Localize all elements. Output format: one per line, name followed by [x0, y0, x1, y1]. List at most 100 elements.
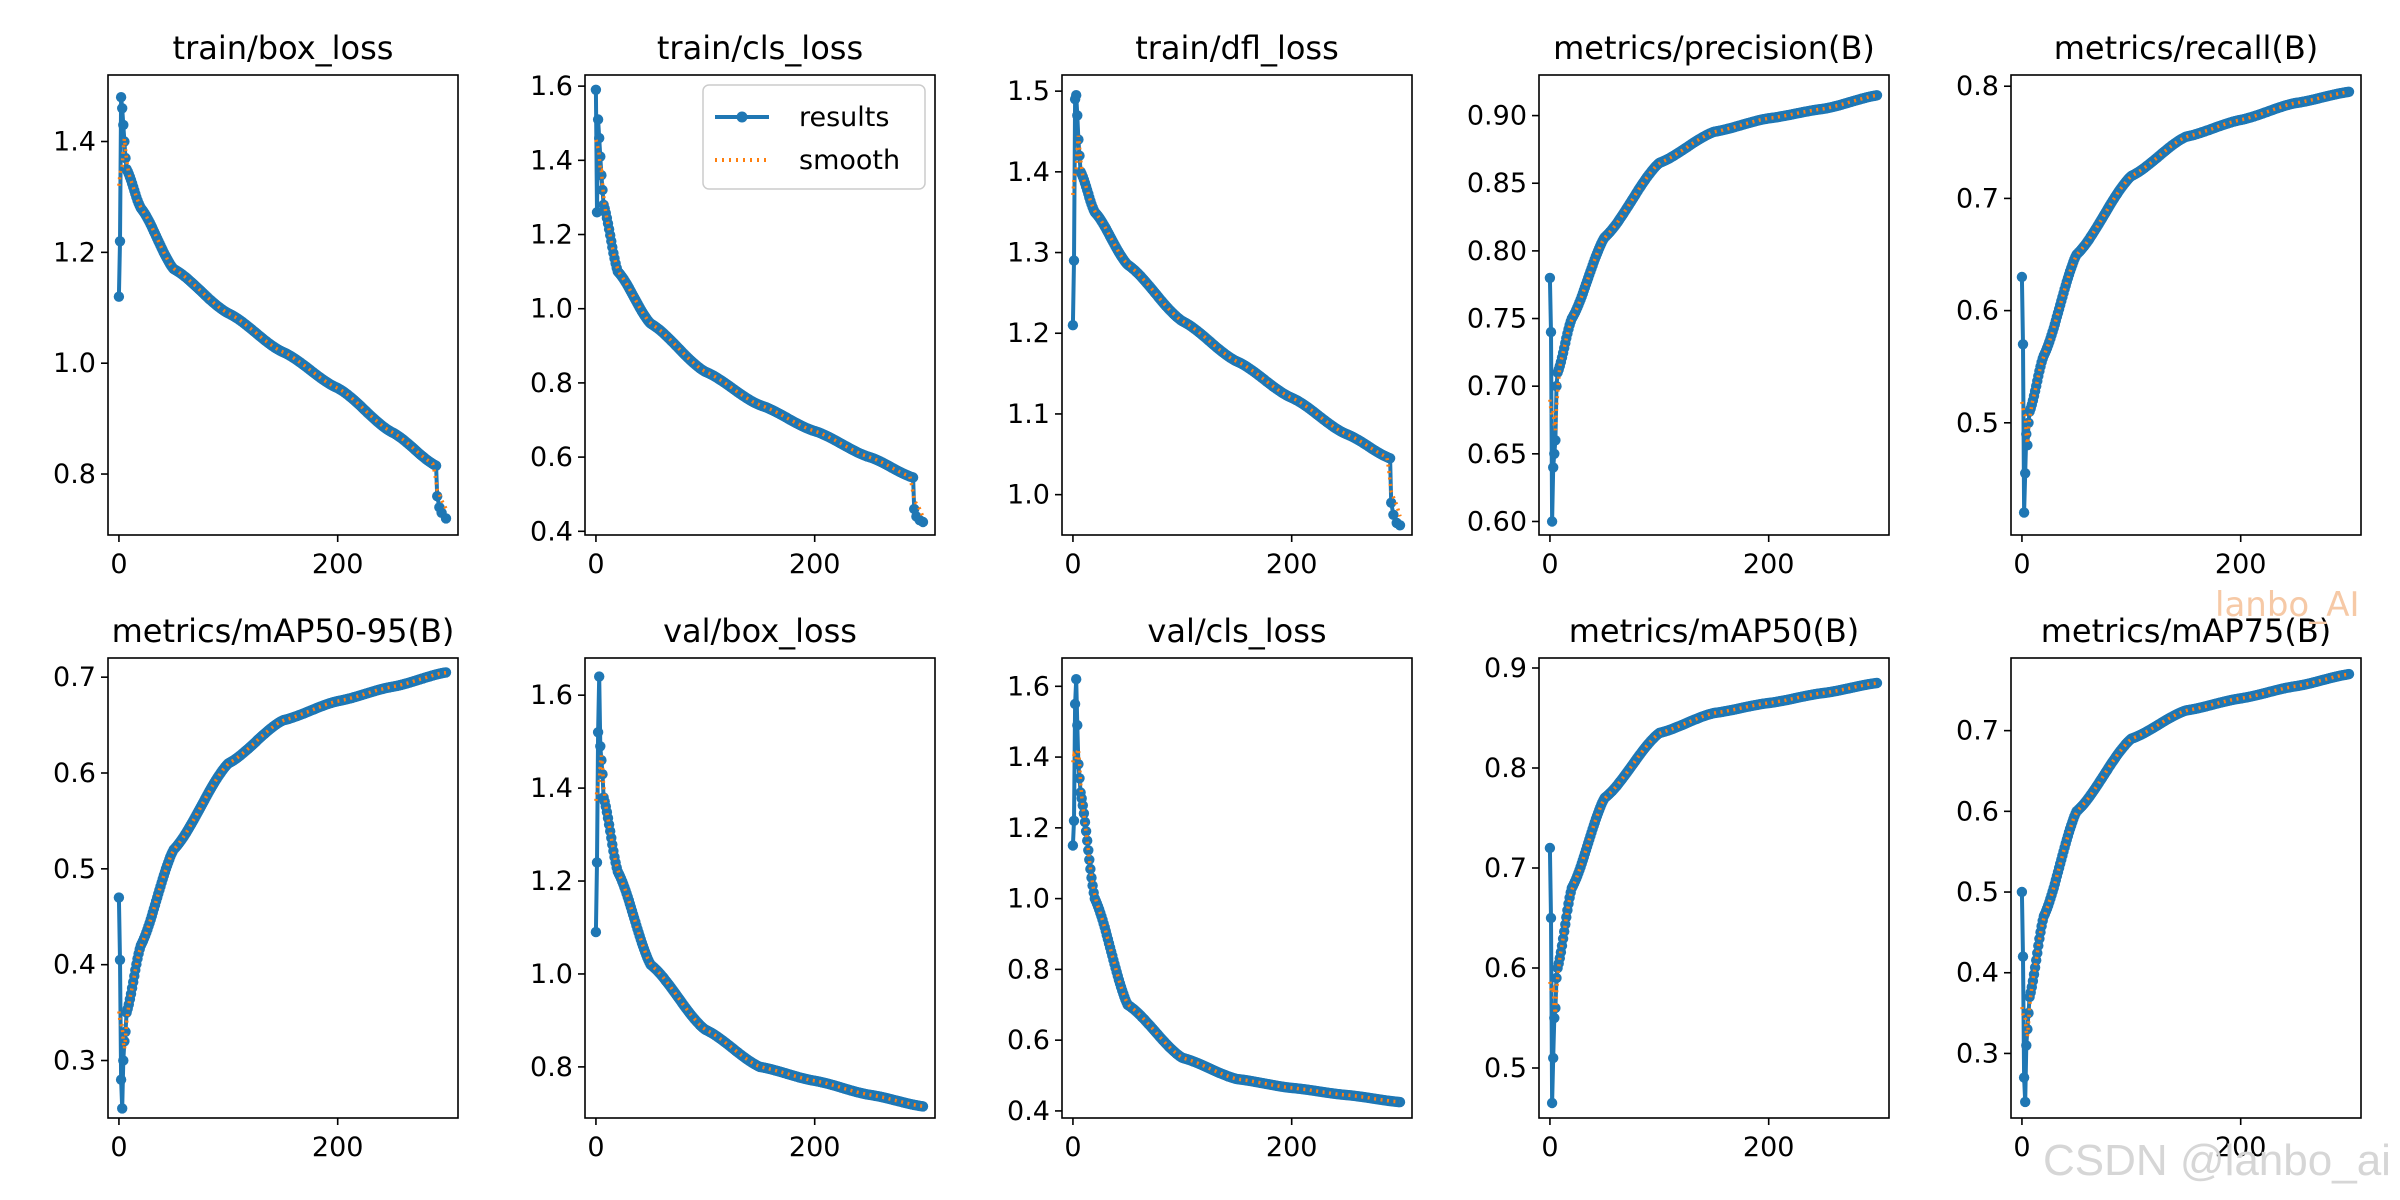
- smooth-line: [2020, 672, 2350, 1038]
- x-tick-label: 0: [2013, 1132, 2030, 1163]
- x-tick-label: 200: [2215, 549, 2267, 580]
- data-point: [118, 119, 129, 131]
- results-markers: [1544, 677, 1883, 1109]
- data-point: [1083, 845, 1094, 856]
- data-point: [917, 1101, 929, 1112]
- data-point: [114, 236, 126, 247]
- subplot-4: metrics/precision(B) 0.60 0.65 0.70 0.75 0.80…: [1467, 29, 1890, 580]
- legend-results-marker: [736, 111, 748, 123]
- results-line: [1070, 93, 1402, 527]
- y-tick-label: 1.4: [1007, 742, 1050, 773]
- y-tick-label: 0.3: [1956, 1038, 1999, 1069]
- y-tick-label: 1.0: [1007, 480, 1050, 511]
- results-line: [1547, 93, 1878, 524]
- data-point: [1072, 110, 1083, 121]
- y-tick-label: 0.75: [1467, 304, 1527, 335]
- results-line: [593, 674, 924, 1109]
- data-point: [2023, 1007, 2034, 1019]
- data-point: [2021, 1040, 2032, 1051]
- data-point: [117, 103, 128, 114]
- y-tick-label: 0.5: [1956, 877, 1999, 908]
- data-point: [592, 727, 604, 738]
- legend: results smooth: [702, 84, 926, 190]
- y-tick-label: 1.4: [530, 773, 573, 804]
- smooth-line: [1071, 748, 1400, 1104]
- data-point: [1549, 1012, 1560, 1024]
- data-point: [591, 207, 603, 218]
- data-point: [1072, 720, 1083, 731]
- y-tick-label: 0.8: [530, 1052, 573, 1083]
- data-point: [114, 954, 126, 966]
- y-tick-label: 0.6: [53, 758, 96, 789]
- data-point: [432, 491, 443, 502]
- axes-frame: [1061, 657, 1413, 1119]
- data-point: [1071, 674, 1082, 685]
- data-point: [2018, 507, 2030, 518]
- y-tick-label: 1.2: [1007, 813, 1050, 844]
- data-point: [1548, 462, 1559, 473]
- y-tick-label: 0.4: [53, 950, 96, 981]
- y-tick-label: 1.3: [1007, 238, 1050, 269]
- results-line: [2019, 89, 2350, 515]
- y-tick-label: 1.2: [53, 237, 96, 268]
- x-tick-label: 0: [110, 1132, 127, 1163]
- smooth-line: [117, 670, 447, 1050]
- subplot-6: metrics/mAP50-95(B) 0.3 0.4 0.5 0.6 0.7 0 200: [53, 612, 459, 1163]
- x-tick-label: 0: [110, 549, 127, 580]
- y-tick-label: 1.2: [1007, 318, 1050, 349]
- axes-frame: [2010, 657, 2362, 1119]
- results-markers: [113, 667, 452, 1114]
- axes-frame: [584, 74, 936, 536]
- y-tick-label: 1.2: [530, 220, 573, 251]
- data-point: [2343, 668, 2355, 680]
- data-point: [2020, 1096, 2031, 1108]
- x-tick-label: 0: [1064, 1132, 1081, 1163]
- data-point: [1078, 808, 1090, 819]
- data-point: [1871, 90, 1883, 101]
- y-tick-label: 0.5: [53, 854, 96, 885]
- data-point: [1545, 912, 1557, 924]
- legend-results-label: results: [799, 102, 889, 133]
- data-point: [2016, 886, 2028, 898]
- x-tick-label: 0: [587, 1132, 604, 1163]
- data-point: [113, 892, 125, 903]
- data-point: [113, 291, 125, 302]
- y-tick-label: 0.6: [1956, 296, 1999, 327]
- axes-frame: [2010, 74, 2362, 536]
- smooth-line: [1548, 681, 1878, 1015]
- axes-frame: [1538, 657, 1890, 1119]
- subplot-9: metrics/mAP50(B) 0.5 0.6 0.7 0.8 0.9 0 200: [1484, 612, 1890, 1163]
- data-point: [590, 926, 602, 938]
- y-tick-label: 0.8: [530, 368, 573, 399]
- subplot-title: val/box_loss: [663, 612, 857, 650]
- x-tick-label: 200: [2215, 1132, 2267, 1163]
- data-point: [120, 152, 131, 164]
- y-tick-label: 0.7: [1484, 853, 1527, 884]
- data-point: [1068, 815, 1080, 826]
- data-point: [117, 1103, 128, 1114]
- y-tick-label: 0.7: [1956, 183, 1999, 214]
- results-markers: [2016, 86, 2355, 518]
- data-point: [1067, 840, 1079, 851]
- data-point: [1082, 835, 1093, 846]
- y-tick-label: 0.5: [1484, 1053, 1527, 1084]
- x-tick-label: 0: [2013, 549, 2030, 580]
- results-line: [1547, 681, 1878, 1105]
- data-point: [597, 769, 608, 780]
- data-point: [2016, 271, 2028, 283]
- data-point: [2343, 86, 2355, 98]
- x-tick-label: 200: [312, 549, 364, 580]
- results-markers: [590, 671, 929, 1112]
- subplot-title: metrics/precision(B): [1553, 29, 1875, 67]
- y-tick-label: 0.3: [53, 1046, 96, 1077]
- subplot-10: metrics/mAP75(B) 0.3 0.4 0.5 0.6 0.7 0 200: [1956, 612, 2362, 1163]
- data-point: [2017, 951, 2029, 962]
- watermark-bottom: CSDN @lanbo_ai: [2043, 1136, 2391, 1185]
- data-point: [1546, 1097, 1558, 1109]
- data-point: [2020, 468, 2031, 479]
- y-tick-label: 1.6: [1007, 671, 1050, 702]
- y-tick-label: 0.8: [53, 459, 96, 490]
- data-point: [1068, 255, 1080, 266]
- subplot-3: train/dfl_loss 1.0 1.1 1.2 1.3 1.4 1.5 0 200: [1007, 29, 1413, 580]
